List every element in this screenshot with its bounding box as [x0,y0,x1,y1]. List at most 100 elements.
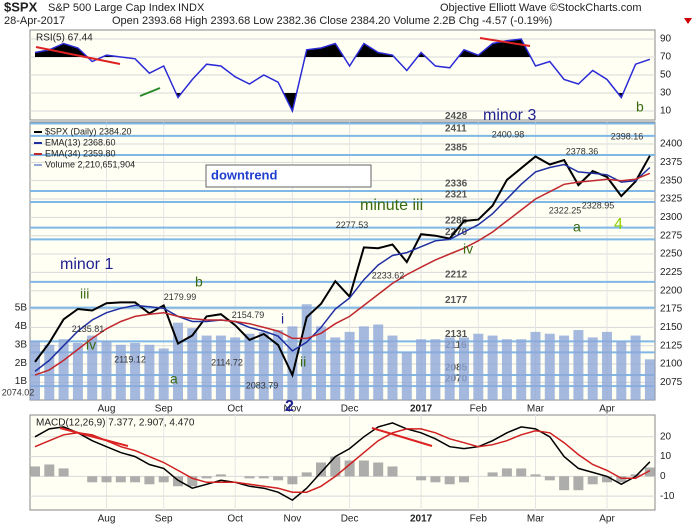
series-line [34,163,651,372]
bar [487,472,498,477]
bar [144,344,155,400]
level-label: 2286 [445,215,468,226]
bar [530,331,541,400]
bar [301,304,312,400]
bar [101,341,112,400]
bar [516,468,527,477]
y-tick-label: 2225 [660,267,683,278]
x-tick-label: Apr [599,514,615,525]
price-label: 2378.36 [566,146,599,156]
price-label: 2277.53 [336,220,369,230]
y-tick-label: 0 [660,471,666,482]
exchange: INDX [178,2,205,14]
y-tick-label: 70 [660,52,672,63]
y-tick-label: 20 [660,431,672,442]
bar [501,339,512,400]
bar [244,476,255,479]
bar [373,324,384,400]
bar [387,466,398,477]
bar [330,337,341,400]
quote: Open 2393.68 High 2393.68 Low 2382.36 Cl… [112,15,552,27]
price-label: 2179.99 [164,292,197,302]
x-tick-label: Feb [470,514,488,525]
x-tick-label: Aug [98,404,116,415]
wave-label: ii [300,354,306,370]
macd-trendline [59,427,129,447]
level-label: 2070 [445,374,468,385]
bar [401,352,412,400]
bar [416,476,427,481]
bar [173,476,183,487]
bar [115,476,126,483]
y-tick-label: 10 [660,451,672,462]
y-tick-label: 2175 [660,304,683,315]
bar [44,344,55,400]
bar [273,476,284,481]
x-tick-label: Sep [155,404,173,415]
wave-label: 2 [285,398,294,415]
price-label: 2074.02 [2,387,35,397]
series-line [34,155,651,379]
bar [544,333,555,400]
bar [573,330,584,400]
y2-tick-label: 2B [15,358,28,369]
y-tick-label: -10 [660,491,675,502]
level-label: 2411 [445,124,467,135]
bar [616,476,627,483]
y-tick-label: 2075 [660,377,683,388]
panel-title: MACD(12,26,9) 7.377, 2.907, 4.470 [36,418,195,429]
wave-label: a [573,219,581,235]
bar [130,476,141,483]
x-tick-label: Aug [98,514,116,525]
bar [544,476,555,481]
y-tick-label: 2325 [660,194,683,205]
x-tick-label: Nov [284,514,302,525]
bar [173,322,183,400]
bar [430,476,441,483]
series-line [34,422,651,502]
price-label: 2233.62 [372,270,405,280]
x-tick-label: Mar [527,404,545,415]
y-tick-label: 2125 [660,340,683,351]
level-label: 2177 [445,295,468,306]
wave-label: a [170,371,178,387]
wave-label: 4 [614,216,623,233]
wave-label: minute iii [360,197,423,214]
wave-label: iv [463,241,473,257]
level-label: 2385 [445,143,468,154]
wave-label: iii [80,286,89,302]
bar [416,339,427,400]
box-label: downtrend [211,167,277,182]
bar [358,460,369,477]
price-label: 2328.95 [582,200,615,210]
bar [201,335,212,400]
bar [58,468,69,477]
bar [459,337,469,400]
level-label: 2428 [445,111,468,122]
bar [44,464,55,477]
bar [358,326,369,400]
legend-swatch [34,131,42,133]
date: 28-Apr-2017 [4,15,65,27]
bar [516,339,527,400]
bar [344,331,355,400]
y-tick-label: 90 [660,34,672,45]
y-tick-label: 2300 [660,212,683,223]
bar [430,339,441,400]
bar [273,330,284,400]
macd-trendline [371,427,433,447]
rsi-trendline [35,46,121,65]
x-tick-label: Feb [470,404,488,415]
bar [30,466,40,477]
bar [559,476,570,491]
price-label: 2083.79 [246,380,279,390]
x-tick-label: Oct [227,404,243,415]
level-label: 2131 [445,329,468,340]
bar [187,328,198,400]
bar [158,348,169,400]
x-tick-label: Dec [341,514,359,525]
wave-label: iv [86,337,96,353]
bar [444,337,455,400]
price-label: 2322.25 [549,205,582,215]
